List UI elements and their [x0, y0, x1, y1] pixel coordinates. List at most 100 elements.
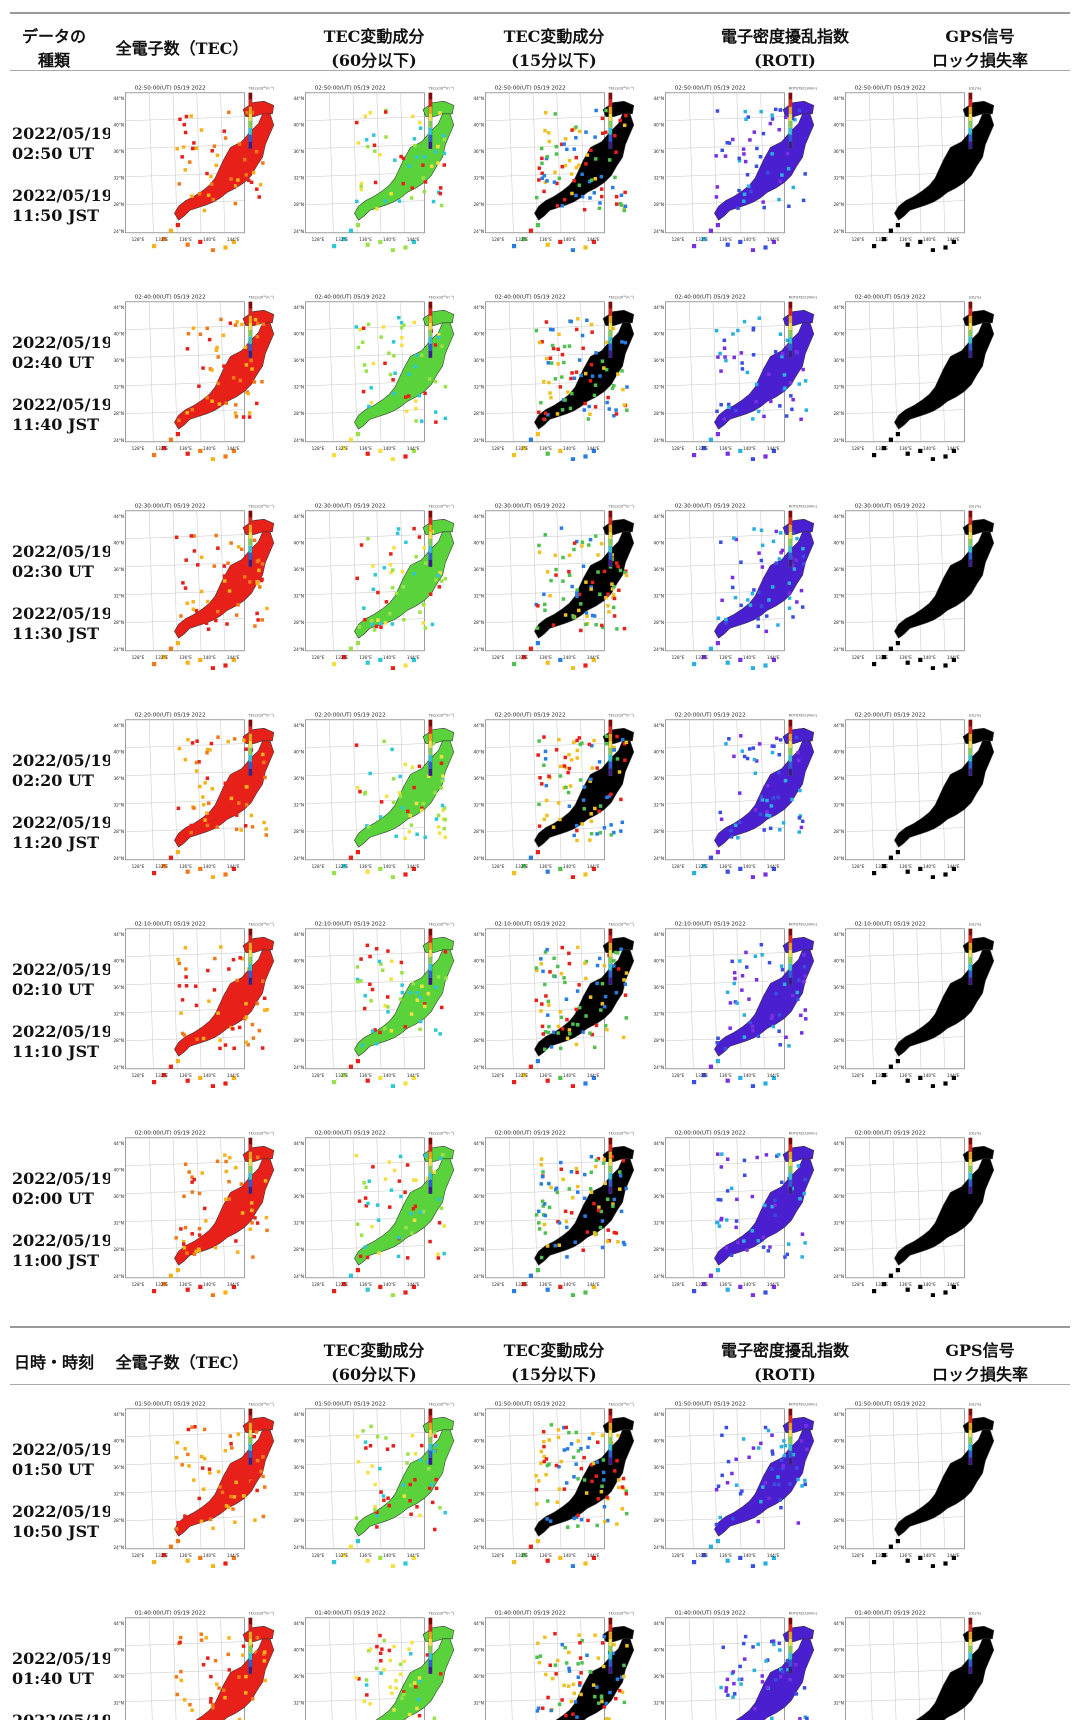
map-title: 02:10:00(UT) 05/19 2022 [495, 921, 566, 927]
lon-tick: 140°E [923, 1073, 936, 1078]
lat-tick: 24°N [833, 1545, 844, 1550]
lat-tick: 32°N [293, 1012, 304, 1017]
map-title: 02:40:00(UT) 05/19 2022 [495, 294, 566, 300]
lat-tick: 36°N [473, 985, 484, 990]
header-data-type-line1: データの [21, 27, 86, 46]
lat-tick: 44°N [293, 1621, 304, 1626]
header2-datetime: 日時・時刻 [6, 1328, 102, 1398]
lat-tick: 32°N [113, 176, 124, 181]
lat-tick: 36°N [653, 1674, 664, 1679]
lat-tick: 36°N [293, 358, 304, 363]
lat-tick: 32°N [653, 176, 664, 181]
legend-unit: TEC(x10¹⁶m⁻²) [248, 1611, 275, 1615]
lat-tick: 32°N [113, 1701, 124, 1706]
lat-tick: 40°N [113, 331, 124, 336]
lon-tick: 140°E [923, 446, 936, 451]
lon-tick: 128°E [852, 864, 865, 869]
lat-tick: 24°N [293, 856, 304, 861]
lat-tick: 40°N [833, 122, 844, 127]
lat-tick: 44°N [473, 932, 484, 937]
legend-unit: TEC(x10¹⁶m⁻²) [608, 1402, 635, 1406]
legend-unit: TEC(x10¹⁶m⁻²) [248, 1131, 275, 1135]
legend-unit: TEC(x10¹⁶m⁻²) [428, 1611, 455, 1615]
map-title: 01:50:00(UT) 05/19 2022 [675, 1401, 746, 1407]
lat-tick: 32°N [653, 1012, 664, 1017]
lon-tick: 136°E [179, 446, 192, 451]
lat-tick: 40°N [473, 749, 484, 754]
lon-tick: 132°E [515, 1553, 528, 1558]
lat-tick: 36°N [473, 776, 484, 781]
lat-tick: 40°N [113, 122, 124, 127]
map-title: 02:30:00(UT) 05/19 2022 [855, 503, 926, 509]
lon-tick: 132°E [155, 864, 168, 869]
lon-tick: 144°E [947, 1282, 960, 1287]
lat-tick: 40°N [833, 958, 844, 963]
lat-tick: 28°N [653, 411, 664, 416]
lat-tick: 24°N [113, 856, 124, 861]
lat-tick: 32°N [473, 803, 484, 808]
map-dtec60: 02:10:00(UT) 05/19 2022 TEC(x10¹⁶m⁻²) 44°N… [290, 918, 458, 1088]
legend-unit: LOL(%) [969, 922, 982, 926]
legend-unit: TEC(x10¹⁶m⁻²) [608, 86, 635, 90]
lat-tick: 32°N [653, 1701, 664, 1706]
lon-tick: 140°E [383, 1553, 396, 1558]
map-roti: 02:30:00(UT) 05/19 2022 ROTI(TECU/min) 44°… [650, 500, 818, 670]
map-title: 02:40:00(UT) 05/19 2022 [315, 294, 386, 300]
lat-tick: 44°N [293, 514, 304, 519]
legend-unit: TEC(x10¹⁶m⁻²) [428, 86, 455, 90]
map-title: 01:50:00(UT) 05/19 2022 [495, 1401, 566, 1407]
lon-tick: 132°E [695, 1282, 708, 1287]
lat-tick: 40°N [113, 1647, 124, 1652]
lon-tick: 140°E [383, 864, 396, 869]
lon-tick: 136°E [899, 1553, 912, 1558]
lat-tick: 36°N [833, 1674, 844, 1679]
lat-tick: 28°N [473, 1518, 484, 1523]
lat-tick: 44°N [833, 305, 844, 310]
lat-tick: 28°N [473, 1038, 484, 1043]
legend-unit: TEC(x10¹⁶m⁻²) [608, 1131, 635, 1135]
lat-tick: 24°N [653, 647, 664, 652]
map-title: 02:50:00(UT) 05/19 2022 [495, 85, 566, 91]
legend-unit: ROTI(TECU/min) [789, 1131, 818, 1135]
header2-top-rule [10, 1326, 1070, 1328]
lat-tick: 28°N [473, 202, 484, 207]
lat-tick: 28°N [833, 1038, 844, 1043]
lon-tick: 128°E [132, 1553, 145, 1558]
header-lol-line2: ロック損失率 [931, 51, 1028, 70]
lat-tick: 44°N [293, 1412, 304, 1417]
map-dtec15: 02:50:00(UT) 05/19 2022 TEC(x10¹⁶m⁻²) 44°N… [470, 82, 638, 252]
lat-tick: 32°N [473, 385, 484, 390]
lat-tick: 36°N [113, 776, 124, 781]
header2-dtec15-line2: (15分以下) [511, 1365, 597, 1384]
lon-tick: 144°E [947, 655, 960, 660]
jst-date: 2022/05/19 [12, 1231, 113, 1250]
map-title: 02:00:00(UT) 05/19 2022 [495, 1130, 566, 1136]
lat-tick: 36°N [293, 1465, 304, 1470]
lon-tick: 136°E [359, 655, 372, 660]
map-dtec60: 02:40:00(UT) 05/19 2022 TEC(x10¹⁶m⁻²) 44°N… [290, 291, 458, 461]
lat-tick: 44°N [833, 932, 844, 937]
lon-tick: 132°E [875, 655, 888, 660]
row-label-3: 2022/05/19 02:20 UT 2022/05/19 11:20 JST [12, 751, 122, 853]
lat-tick: 32°N [473, 1701, 484, 1706]
map-tec: 02:10:00(UT) 05/19 2022 TEC(x10¹⁶m⁻²) 44°N… [110, 918, 278, 1088]
lon-tick: 136°E [719, 864, 732, 869]
lon-tick: 136°E [359, 1073, 372, 1078]
lat-tick: 24°N [653, 229, 664, 234]
lon-tick: 136°E [359, 1553, 372, 1558]
lat-tick: 44°N [293, 723, 304, 728]
lat-tick: 36°N [833, 1465, 844, 1470]
lon-tick: 140°E [563, 655, 576, 660]
lon-tick: 136°E [539, 655, 552, 660]
lat-tick: 36°N [293, 1194, 304, 1199]
lat-tick: 40°N [473, 1438, 484, 1443]
jst-time: 11:00 JST [12, 1251, 100, 1270]
lat-tick: 32°N [113, 803, 124, 808]
map-dtec60: 02:00:00(UT) 05/19 2022 TEC(x10¹⁶m⁻²) 44°N… [290, 1127, 458, 1297]
map-title: 02:50:00(UT) 05/19 2022 [855, 85, 926, 91]
lon-tick: 128°E [132, 864, 145, 869]
lon-tick: 140°E [563, 864, 576, 869]
map-dtec60: 02:30:00(UT) 05/19 2022 TEC(x10¹⁶m⁻²) 44°N… [290, 500, 458, 670]
lat-tick: 28°N [113, 620, 124, 625]
map-dtec60: 01:50:00(UT) 05/19 2022 TEC(x10¹⁶m⁻²) 44°N… [290, 1398, 458, 1568]
